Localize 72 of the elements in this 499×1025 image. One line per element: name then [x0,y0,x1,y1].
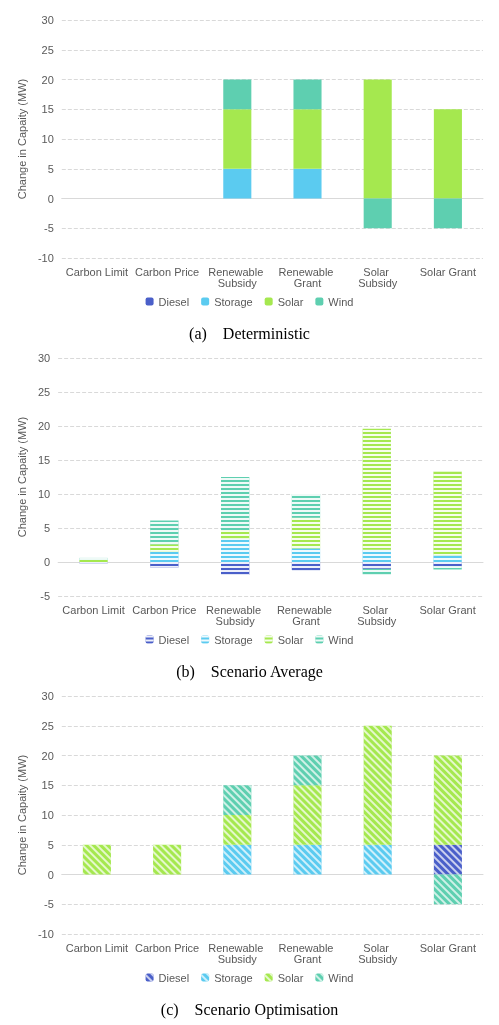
legend-label: Wind [328,633,354,646]
text: (a) Deterministic [189,324,310,343]
y-tick-label: 25 [41,719,54,732]
legend-label: Diesel [158,971,190,984]
x-tick-label: Renewable Grant [278,941,337,965]
x-tick-label: Solar Grant [419,265,477,278]
bar [363,198,392,229]
y-tick-label: -10 [37,252,54,264]
y-tick-label: 5 [47,838,54,851]
x-tick-label: Carbon Limit [62,603,125,616]
y-tick-label: 15 [41,779,54,792]
bar [223,168,252,199]
x-tick-label: Solar Subsidy [358,265,398,289]
legend-label: Wind [328,295,354,308]
x-tick-label: Carbon Price [132,603,197,616]
x-tick-label: Carbon Price [135,941,200,954]
x-tick-label: Solar Subsidy [357,603,397,627]
y-tick-label: 25 [37,386,51,398]
legend-label: Wind [328,971,354,984]
x-tick-label: Carbon Limit [65,265,129,278]
y-tick-label: 10 [41,809,54,821]
y-axis-title: Change in Capaity (MW) [15,78,28,200]
x-tick-label: Renewable Subsidy [206,603,265,627]
y-tick-label: 20 [37,420,51,432]
y-tick-label: 20 [41,749,54,762]
x-tick-label: Renewable Subsidy [208,265,267,289]
legend-label: Solar [277,295,304,308]
text: (b) Scenario Average [176,662,323,681]
y-tick-label: 5 [47,162,54,175]
bar [433,198,462,229]
y-tick-label: 30 [41,690,54,702]
y-tick-label: 15 [37,454,51,466]
y-tick-label: 0 [47,192,54,205]
y-tick-label: 5 [44,522,51,534]
y-tick-label: 0 [44,556,51,568]
legend-label: Diesel [158,633,190,646]
y-tick-label: -5 [44,222,54,235]
y-tick-label: 30 [37,352,51,364]
x-tick-label: Carbon Limit [65,941,129,954]
legend-label: Solar [277,971,304,984]
y-tick-label: -5 [40,590,51,602]
bar [223,109,252,169]
y-tick-label: 30 [41,14,54,26]
y-tick-label: 25 [41,43,54,56]
y-tick-label: 10 [37,488,51,500]
x-tick-label: Solar Grant [419,603,476,616]
bar [223,79,252,110]
y-tick-label: 15 [41,103,54,116]
y-axis-title: Change in Capaity (MW) [15,416,28,538]
legend-label: Storage [214,295,253,308]
bar [293,79,322,110]
x-tick-label: Carbon Price [135,265,200,278]
legend-label: Storage [214,971,253,984]
text: (c) Scenario Optimisation [160,1000,339,1019]
legend-label: Diesel [158,295,190,308]
bar [293,109,322,169]
y-tick-label: 10 [41,133,54,145]
x-tick-label: Solar Grant [419,941,477,954]
bar [363,79,392,199]
x-tick-label: Solar Subsidy [358,941,398,965]
legend-label: Solar [277,633,304,646]
bar [293,168,322,199]
y-tick-label: 0 [47,868,54,881]
x-tick-label: Renewable Grant [276,603,336,627]
y-axis-title: Change in Capaity (MW) [15,754,28,876]
legend-label: Storage [214,633,253,646]
x-tick-label: Renewable Grant [278,265,337,289]
y-tick-label: 20 [41,73,54,86]
bar [433,109,462,199]
y-tick-label: -10 [37,928,54,940]
y-tick-label: -5 [44,898,54,911]
x-tick-label: Renewable Subsidy [208,941,267,965]
